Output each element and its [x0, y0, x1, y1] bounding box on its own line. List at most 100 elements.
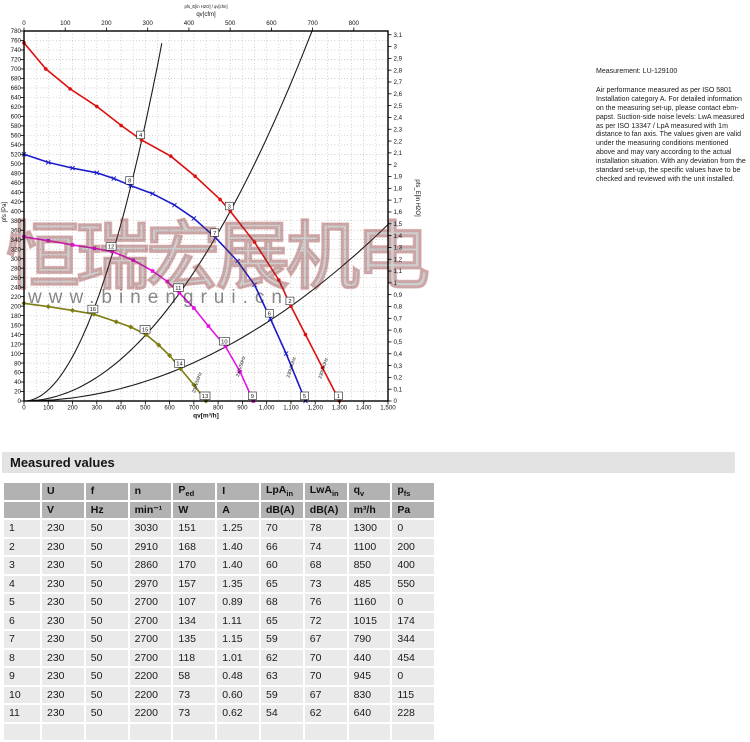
- table-cell: 66: [260, 538, 303, 555]
- svg-text:600: 600: [164, 405, 175, 412]
- marker-square: [46, 238, 51, 243]
- svg-text:200: 200: [101, 20, 112, 27]
- table-cell: 2200: [129, 686, 172, 703]
- table-cell: 50: [85, 575, 128, 592]
- table-cell: 454: [392, 649, 435, 666]
- svg-text:400: 400: [11, 208, 22, 215]
- table-cell: 830: [348, 686, 391, 703]
- point-label-16: 16: [87, 304, 99, 313]
- svg-text:1,9: 1,9: [394, 174, 403, 181]
- svg-text:0,4: 0,4: [394, 351, 403, 358]
- table-cell: 5: [4, 594, 40, 611]
- svg-text:8: 8: [128, 179, 131, 185]
- svg-text:680: 680: [11, 76, 22, 83]
- table-cell: 50: [85, 612, 128, 629]
- table-row: 6 230 50 2700 134 1.11 65 72 1015 174: [4, 612, 435, 629]
- svg-text:440: 440: [11, 189, 22, 196]
- table-cell: 76: [304, 594, 347, 611]
- table-header-cell: pfs: [392, 483, 435, 500]
- svg-text:1,400: 1,400: [356, 405, 372, 412]
- table-cell: 1015: [348, 612, 391, 629]
- svg-text:800: 800: [213, 405, 224, 412]
- curve-end-label: 230V50Hz: [285, 356, 297, 379]
- table-cell: 790: [348, 631, 391, 648]
- table-cell: 50: [85, 705, 128, 722]
- svg-text:200: 200: [67, 405, 78, 412]
- point-label-7: 7: [210, 228, 220, 237]
- marker-diamond: [128, 324, 134, 330]
- svg-text:200: 200: [11, 303, 22, 310]
- watermark-cn: 恒瑞宏展机电: [6, 215, 429, 298]
- axes: 0 100 200 300 400 500 600 700 800 900 1,000 1,100 1,…: [11, 20, 403, 412]
- table-cell: 9: [4, 668, 40, 685]
- svg-text:760: 760: [11, 38, 22, 45]
- point-label-8: 8: [125, 176, 135, 185]
- table-cell: [304, 723, 347, 740]
- curve-end-label: 230V50Hz: [235, 355, 247, 378]
- marker-diamond: [167, 352, 173, 359]
- table-cell: 151: [173, 520, 216, 537]
- table-cell: 72: [304, 612, 347, 629]
- svg-text:100: 100: [11, 351, 22, 358]
- svg-text:1,200: 1,200: [307, 405, 323, 412]
- table-cell: 1.35: [217, 575, 259, 592]
- marker-circle: [289, 304, 293, 308]
- table-cell: 1.01: [217, 649, 259, 666]
- table-header-cell: LpAin: [260, 483, 303, 500]
- svg-text:620: 620: [11, 104, 22, 111]
- svg-text:1,500: 1,500: [380, 405, 396, 412]
- table-row: 7 230 50 2700 135 1.15 59 67 790 344: [4, 631, 435, 648]
- svg-text:12: 12: [108, 245, 114, 251]
- svg-text:60: 60: [14, 370, 21, 377]
- svg-text:700: 700: [11, 66, 22, 73]
- table-cell: 230: [42, 575, 84, 592]
- table-cell: 54: [260, 705, 303, 722]
- marker-circle: [252, 240, 257, 244]
- svg-text:300: 300: [92, 405, 103, 412]
- svg-text:2,5: 2,5: [394, 103, 403, 110]
- table-cell: 4: [4, 575, 40, 592]
- table-cell: 2700: [129, 612, 172, 629]
- point-label-1: 1: [334, 391, 343, 400]
- plot-border: [23, 30, 389, 402]
- table-unit-cell: dB(A): [304, 501, 347, 518]
- svg-text:7: 7: [213, 231, 216, 237]
- svg-text:0: 0: [18, 398, 22, 405]
- svg-text:13: 13: [202, 394, 208, 400]
- table-cell: 0: [392, 594, 435, 611]
- svg-text:640: 640: [11, 95, 22, 102]
- table-cell: 230: [42, 668, 84, 685]
- svg-text:6: 6: [268, 311, 271, 317]
- curve-end-label: 230V50Hz: [317, 357, 329, 380]
- table-cell: 2700: [129, 631, 172, 648]
- measurement-note: Measurement: LU-129100 Air performance m…: [596, 68, 748, 185]
- svg-text:220: 220: [11, 294, 22, 301]
- table-cell: 230: [42, 649, 84, 666]
- svg-text:1,8: 1,8: [394, 186, 403, 193]
- table-cell: 400: [392, 557, 435, 574]
- svg-text:780: 780: [11, 28, 22, 35]
- table-cell: [129, 723, 172, 740]
- fan-curve-chart-canvas: 230V50Hz 230V50Hz 230V50Hz 230V50Hz 恒瑞宏展机电ww…: [2, 4, 433, 420]
- point-label-6: 6: [265, 309, 274, 317]
- svg-text:380: 380: [11, 218, 22, 225]
- table-row: 3 230 50 2860 170 1.40 60 68 850 400: [4, 557, 435, 574]
- table-cell: 230: [42, 686, 84, 703]
- point-label-13: 13: [199, 391, 211, 400]
- table-cell: 945: [348, 668, 391, 685]
- table-cell: 68: [304, 557, 347, 574]
- marker-circle: [193, 174, 197, 178]
- svg-text:540: 540: [11, 142, 22, 149]
- fan-performance-chart: 230V50Hz 230V50Hz 230V50Hz 230V50Hz 恒瑞宏展机电 ww…: [0, 0, 440, 450]
- table-cell: 67: [304, 686, 347, 703]
- svg-text:360: 360: [11, 227, 22, 234]
- marker-square: [150, 269, 155, 273]
- table-cell: 3030: [129, 520, 172, 537]
- table-row: 4 230 50 2970 157 1.35 65 73 485 550: [4, 575, 435, 592]
- table-cell: 65: [260, 612, 303, 629]
- marker-square: [223, 344, 228, 349]
- table-cell: 850: [348, 557, 391, 574]
- table-unit-cell: dB(A): [260, 501, 303, 518]
- table-cell: [4, 723, 40, 740]
